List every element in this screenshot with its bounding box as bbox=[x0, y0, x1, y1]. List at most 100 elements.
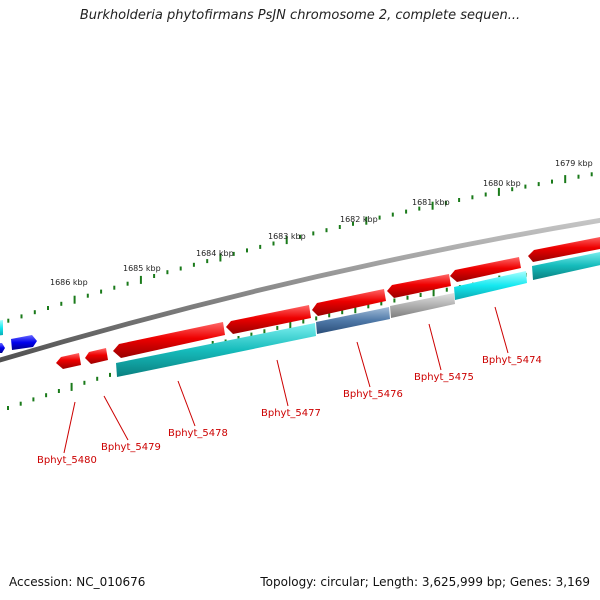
gene-label-leader bbox=[356, 341, 371, 388]
gene-bphyt-5475-cds[interactable] bbox=[387, 274, 451, 298]
minor-tick bbox=[166, 270, 169, 275]
minor-tick bbox=[96, 376, 99, 381]
scale-label: 1679 kbp bbox=[555, 159, 593, 168]
accession-label: Accession: NC_010676 bbox=[9, 575, 146, 589]
chromosome-backbone bbox=[0, 217, 600, 363]
gene-label-leader bbox=[177, 380, 196, 427]
minor-tick bbox=[113, 285, 116, 290]
minor-tick bbox=[380, 301, 383, 306]
flanking-gene-arrow[interactable] bbox=[11, 335, 37, 350]
major-tick bbox=[365, 216, 368, 225]
topology-summary: Topology: circular; Length: 3,625,999 bp… bbox=[260, 575, 590, 589]
gene-label-leader bbox=[428, 323, 442, 371]
minor-tick bbox=[126, 281, 129, 286]
feature-bphyt-5475-gray[interactable] bbox=[390, 293, 455, 318]
scale-label: 1681 kbp bbox=[412, 198, 450, 207]
gene-label[interactable]: Bphyt_5480 bbox=[37, 455, 97, 466]
minor-tick bbox=[406, 295, 409, 300]
minor-tick bbox=[378, 215, 381, 220]
scale-label: 1685 kbp bbox=[123, 264, 161, 273]
gene-bphyt-5480-cds[interactable] bbox=[56, 353, 81, 369]
scale-label: 1684 kbp bbox=[196, 249, 234, 258]
gene-label[interactable]: Bphyt_5474 bbox=[482, 355, 542, 366]
minor-tick bbox=[325, 228, 328, 233]
minor-tick bbox=[153, 274, 156, 278]
major-tick bbox=[354, 305, 357, 314]
gene-label[interactable]: Bphyt_5478 bbox=[168, 428, 228, 439]
minor-tick bbox=[33, 310, 36, 315]
minor-tick bbox=[263, 329, 266, 334]
gene-bphyt-5479-cds[interactable] bbox=[85, 348, 108, 364]
minor-tick bbox=[458, 198, 461, 202]
minor-tick bbox=[47, 306, 49, 310]
gene-label[interactable]: Bphyt_5477 bbox=[261, 408, 321, 419]
gene-bphyt-5474-cds[interactable] bbox=[450, 257, 521, 282]
major-tick bbox=[564, 175, 567, 184]
scale-label: 1680 kbp bbox=[483, 179, 521, 188]
minor-tick bbox=[246, 248, 248, 253]
minor-tick bbox=[299, 234, 301, 239]
minor-tick bbox=[537, 182, 540, 187]
minor-tick bbox=[391, 212, 394, 217]
minor-tick bbox=[444, 200, 447, 205]
major-tick bbox=[70, 382, 73, 391]
minor-tick bbox=[367, 304, 370, 309]
scale-label: 1683 kbp bbox=[268, 232, 306, 241]
feature-bphyt-5474-cyan[interactable] bbox=[454, 271, 527, 300]
major-tick bbox=[73, 295, 76, 304]
scale-labels: 1686 kbp 1685 kbp 1684 kbp 1683 kbp 1682 kbp… bbox=[50, 159, 593, 287]
minor-tick bbox=[590, 172, 593, 177]
minor-tick bbox=[418, 206, 421, 211]
minor-tick bbox=[276, 325, 279, 330]
major-tick bbox=[285, 236, 288, 245]
minor-tick bbox=[45, 393, 48, 398]
minor-tick bbox=[237, 336, 240, 340]
gene-label[interactable]: Bphyt_5475 bbox=[414, 372, 474, 383]
gene-bphyt-5478-cds[interactable] bbox=[113, 322, 225, 358]
minor-tick bbox=[272, 241, 275, 246]
scale-ticks bbox=[7, 172, 593, 410]
minor-tick bbox=[206, 259, 209, 264]
minor-tick bbox=[577, 174, 580, 179]
minor-tick bbox=[109, 372, 111, 377]
feature-right-edge-cyan[interactable] bbox=[532, 251, 600, 280]
minor-tick bbox=[338, 225, 341, 229]
minor-tick bbox=[20, 314, 23, 319]
minor-tick bbox=[484, 192, 487, 197]
minor-tick bbox=[551, 179, 553, 184]
gene-bphyt-5476-cds[interactable] bbox=[312, 289, 386, 316]
minor-tick bbox=[7, 406, 9, 410]
minor-tick bbox=[419, 293, 422, 297]
minor-tick bbox=[524, 184, 527, 189]
gene-label[interactable]: Bphyt_5479 bbox=[101, 442, 161, 453]
flanking-gene-arrow-left[interactable] bbox=[0, 343, 5, 353]
scale-label: 1686 kbp bbox=[50, 278, 88, 287]
minor-tick bbox=[259, 244, 262, 249]
minor-tick bbox=[7, 318, 10, 323]
gene-label-leader bbox=[276, 359, 289, 407]
major-tick bbox=[289, 320, 292, 329]
minor-tick bbox=[100, 289, 103, 294]
minor-tick bbox=[60, 301, 63, 306]
major-tick bbox=[219, 253, 222, 262]
gene-labels: Bphyt_5480 Bphyt_5479 Bphyt_5478 Bphyt_5477… bbox=[37, 306, 542, 466]
feature-bphyt-5478-5477-cyan[interactable] bbox=[116, 323, 316, 377]
minor-tick bbox=[511, 187, 514, 192]
major-tick bbox=[139, 275, 142, 284]
minor-tick bbox=[83, 380, 86, 385]
minor-tick bbox=[445, 287, 448, 292]
minor-tick bbox=[312, 231, 315, 236]
minor-tick bbox=[393, 298, 396, 303]
flanking-gene-cyan[interactable] bbox=[0, 320, 3, 336]
gene-label[interactable]: Bphyt_5476 bbox=[343, 389, 403, 400]
major-tick bbox=[431, 201, 434, 210]
major-tick bbox=[432, 288, 435, 297]
feature-bphyt-5476-steel[interactable] bbox=[316, 307, 390, 334]
minor-tick bbox=[32, 397, 35, 402]
gene-label-leader bbox=[494, 306, 509, 354]
minor-tick bbox=[302, 319, 305, 324]
gene-right-edge-cds[interactable] bbox=[528, 236, 600, 262]
map-title: Burkholderia phytofirmans PsJN chromosom… bbox=[79, 8, 521, 23]
gene-bphyt-5477-cds[interactable] bbox=[226, 305, 311, 334]
